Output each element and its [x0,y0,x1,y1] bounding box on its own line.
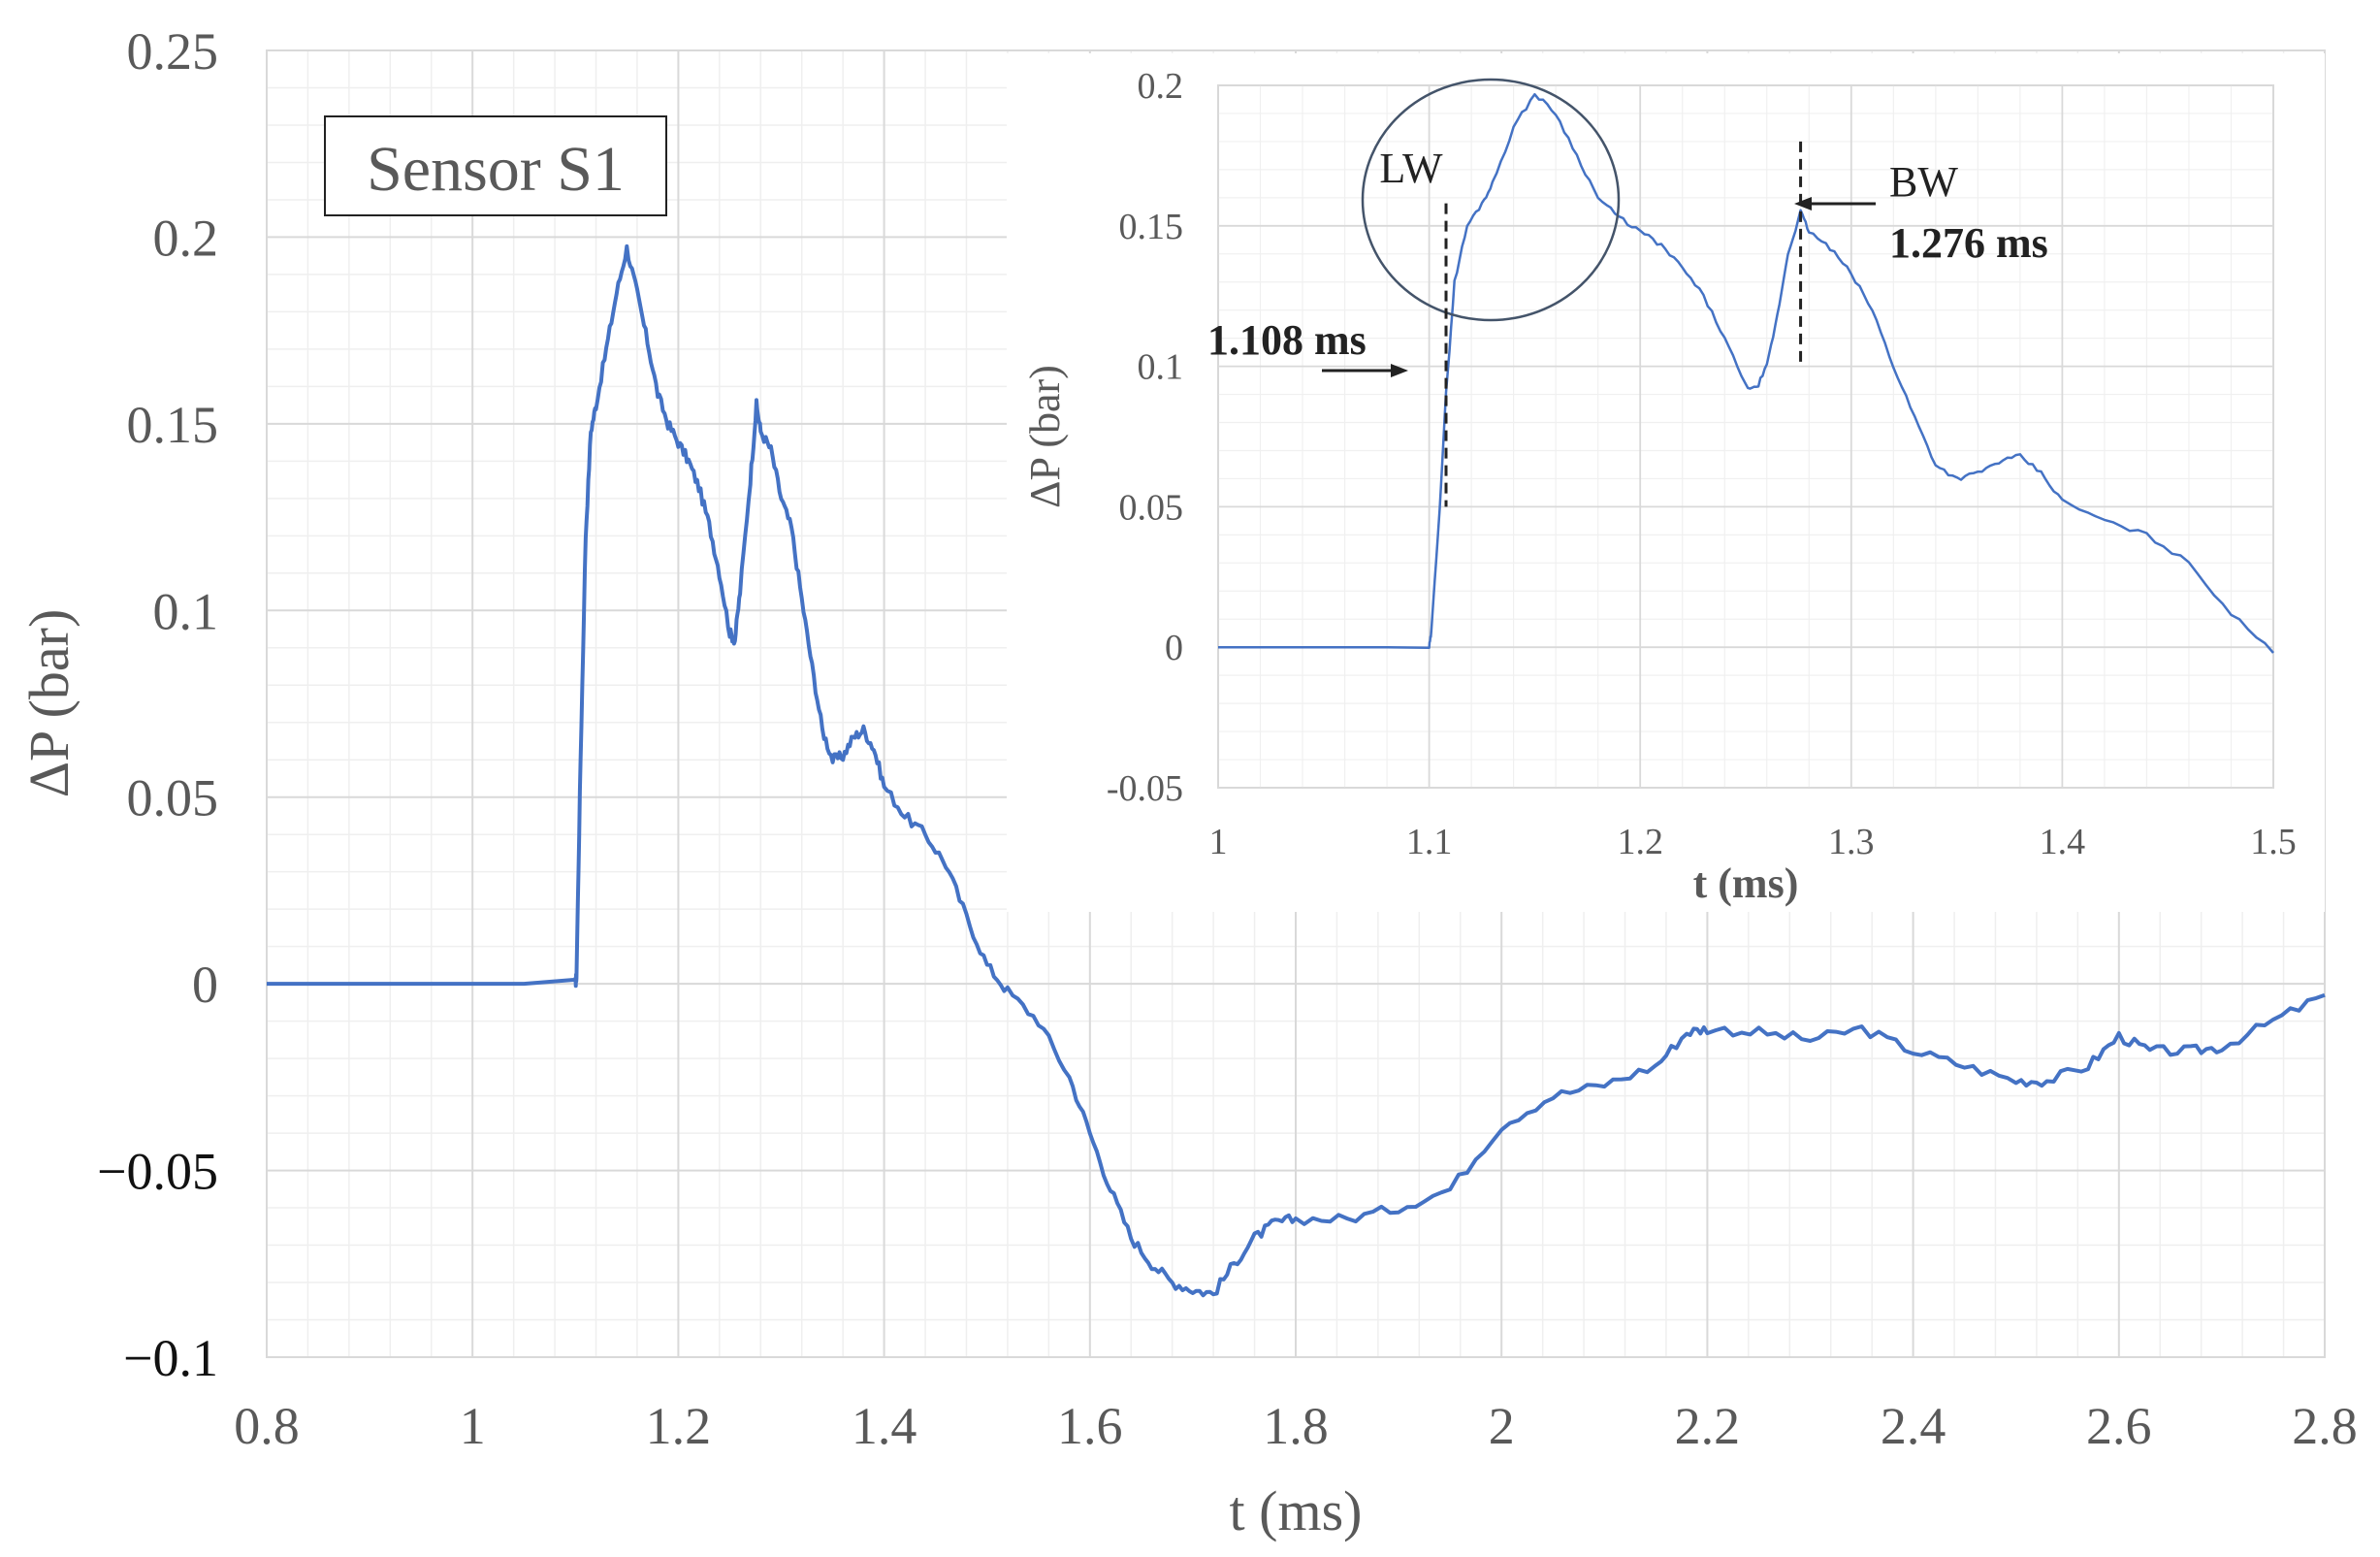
main-x-tick-label: 0.8 [234,1397,300,1455]
inset-x-tick-label: 1.4 [2040,822,2086,862]
main-y-tick-label: 0 [192,956,218,1014]
main-y-tick-label: 0.15 [127,396,219,454]
inset-y-tick-label: 0.1 [1138,347,1184,388]
inset-x-tick-label: 1.5 [2250,822,2297,862]
inset-y-tick-label: -0.05 [1107,768,1183,809]
main-x-tick-label: 1 [460,1397,486,1455]
main-series-line [267,243,2326,1298]
main-x-tick-label: 2.6 [2086,1397,2152,1455]
bw-arrow [1794,197,1876,211]
main-x-axis-title: t (ms) [1230,1479,1363,1542]
main-tick-labels: 0.8 1 1.2 1.4 1.6 1.8 2 2.2 2.4 2.6 2.8 0.25 0.2 0.15… [97,22,2358,1455]
main-x-tick-label: 1.4 [852,1397,917,1455]
sensor-label-frame [324,115,667,216]
lw-circle [1361,78,1621,322]
main-x-tick-label: 2.2 [1675,1397,1741,1455]
inset-x-tick-label: 1.2 [1617,822,1663,862]
inset-x-tick-label: 1.3 [1828,822,1875,862]
inset-x-tick-label: 1.1 [1406,822,1453,862]
main-x-tick-label: 1.2 [646,1397,712,1455]
inset-y-tick-label: 0.2 [1138,66,1184,107]
inset-y-tick-label: 0.15 [1119,207,1184,247]
inset-y-tick-label: 0.05 [1119,487,1184,528]
inset-x-tick-label: 1 [1209,822,1228,862]
main-x-tick-label: 2.4 [1881,1397,1946,1455]
main-y-axis-title: ΔP (bar) [17,609,80,798]
inset-chart: 1 1.1 1.2 1.3 1.4 1.50.20.150.10.050-0.05 LW … [1007,53,2325,912]
inset-x-axis-title: t (ms) [1693,860,1799,907]
sensor-label-text: Sensor S1 [367,134,625,205]
sensor-label-box: Sensor S1 [324,115,667,216]
main-y-tick-label: −0.05 [97,1143,218,1201]
bw-time-label: 1.276 ms [1889,219,2048,267]
inset-tick-labels: 1 1.1 1.2 1.3 1.4 1.5 0.2 0.15 0.1 0.05 0 -0.05 [1107,66,2297,862]
main-x-tick-label: 2 [1489,1397,1515,1455]
inset-grid [1217,84,2274,789]
lw-arrow [1322,364,1408,377]
main-x-tick-label: 1.6 [1057,1397,1123,1455]
inset-y-axis-title: ΔP (bar) [1021,365,1069,508]
inset-series-line [1218,92,2274,654]
main-x-tick-label: 1.8 [1263,1397,1329,1455]
inset-y-tick-label: 0 [1165,628,1183,668]
main-y-tick-label: 0.05 [127,769,219,827]
main-y-tick-label: 0.1 [153,582,219,640]
lw-time-label: 1.108 ms [1207,316,1367,364]
main-y-tick-label: 0.2 [153,209,219,267]
lw-label: LW [1379,145,1443,192]
main-y-tick-label: −0.1 [123,1329,218,1387]
main-x-tick-label: 2.8 [2292,1397,2358,1455]
bw-label: BW [1889,158,1958,206]
inset-plot-area [1217,84,2274,789]
main-y-tick-label: 0.25 [127,22,219,81]
